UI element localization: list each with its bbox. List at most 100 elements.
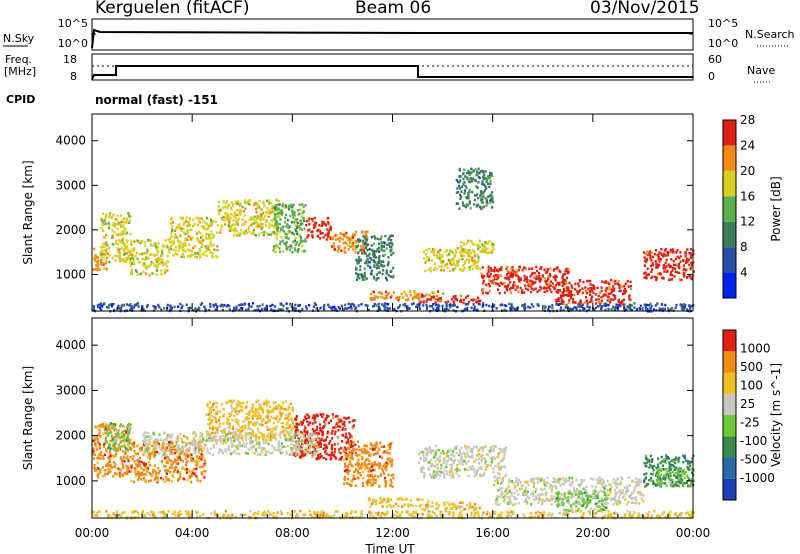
data-cell <box>468 266 471 269</box>
data-cell <box>381 469 385 473</box>
data-cell <box>211 427 214 431</box>
data-cell <box>196 252 199 255</box>
data-cell <box>145 473 148 476</box>
data-cell <box>230 206 233 210</box>
data-cell <box>227 223 230 226</box>
data-cell <box>233 227 236 230</box>
data-cell <box>269 437 273 440</box>
data-cell <box>334 415 338 418</box>
data-cell <box>534 277 537 281</box>
data-cell <box>216 249 219 252</box>
data-cell <box>303 441 306 445</box>
data-cell <box>614 308 617 311</box>
data-cell <box>333 432 336 436</box>
data-cell <box>346 482 349 485</box>
data-cell <box>464 303 467 306</box>
data-cell <box>262 233 265 237</box>
data-cell <box>630 303 633 307</box>
data-cell <box>264 308 267 311</box>
data-cell <box>148 442 151 446</box>
data-cell <box>243 230 246 233</box>
data-cell <box>332 245 335 248</box>
data-cell <box>258 413 261 416</box>
data-cell <box>187 469 190 472</box>
data-cell <box>531 272 534 275</box>
data-cell <box>356 461 359 464</box>
data-cell <box>299 223 303 226</box>
data-cell <box>198 440 201 444</box>
data-cell <box>170 444 173 447</box>
data-cell <box>672 259 675 263</box>
data-cell <box>277 405 280 409</box>
data-cell <box>337 421 340 425</box>
data-cell <box>97 467 100 471</box>
data-cell <box>294 218 297 221</box>
data-cell <box>586 292 589 295</box>
data-cell <box>119 423 122 426</box>
data-cell <box>690 276 693 279</box>
data-cell <box>110 304 114 308</box>
data-cell <box>519 277 522 280</box>
data-cell <box>669 308 672 311</box>
data-cell <box>164 465 167 468</box>
data-cell <box>692 261 695 264</box>
data-cell <box>489 171 492 175</box>
data-cell <box>356 259 359 263</box>
data-cell <box>319 441 322 444</box>
data-cell <box>120 247 123 250</box>
data-cell <box>430 305 434 308</box>
data-cell <box>458 175 461 178</box>
data-cell <box>497 273 500 277</box>
data-cell <box>289 402 292 405</box>
data-cell <box>268 411 271 414</box>
data-cell <box>267 428 270 431</box>
data-cell <box>266 420 269 424</box>
data-cell <box>107 470 110 474</box>
data-cell <box>541 274 545 277</box>
data-cell <box>287 226 290 229</box>
data-cell <box>521 289 524 292</box>
nsearch-label: N.Search <box>745 28 795 41</box>
data-cell <box>169 245 172 249</box>
data-cell <box>433 262 437 265</box>
data-cell <box>355 230 358 234</box>
data-cell <box>229 229 233 232</box>
data-cell <box>348 432 351 435</box>
data-cell <box>281 429 284 432</box>
data-cell <box>378 255 381 258</box>
data-cell <box>655 262 658 265</box>
data-cell <box>359 474 362 477</box>
data-cell <box>495 307 498 310</box>
data-cell <box>295 448 298 452</box>
data-cell <box>366 237 369 240</box>
data-cell <box>117 443 120 447</box>
colorbar-segment <box>723 196 736 222</box>
data-cell <box>366 258 369 261</box>
data-cell <box>277 440 281 443</box>
data-cell <box>95 445 98 449</box>
data-cell <box>646 303 649 307</box>
data-cell <box>122 473 125 476</box>
data-cell <box>309 450 312 453</box>
data-cell <box>571 307 574 311</box>
data-cell <box>264 421 267 425</box>
data-cell <box>286 426 289 430</box>
data-cell <box>300 420 303 424</box>
data-cell <box>450 263 453 266</box>
data-cell <box>139 449 142 452</box>
data-cell <box>206 450 209 454</box>
data-cell <box>352 440 355 444</box>
data-cell <box>275 234 278 237</box>
data-cell <box>651 263 654 267</box>
data-cell <box>156 438 159 442</box>
colorbar-tick-label: 16 <box>740 189 755 203</box>
data-cell <box>374 481 377 485</box>
data-cell <box>317 454 320 457</box>
data-cell <box>450 502 453 506</box>
data-cell <box>463 181 466 184</box>
data-cell <box>552 285 555 289</box>
data-cell <box>341 233 344 236</box>
data-cell <box>149 457 152 460</box>
data-cell <box>343 250 346 253</box>
data-cell <box>113 231 116 234</box>
